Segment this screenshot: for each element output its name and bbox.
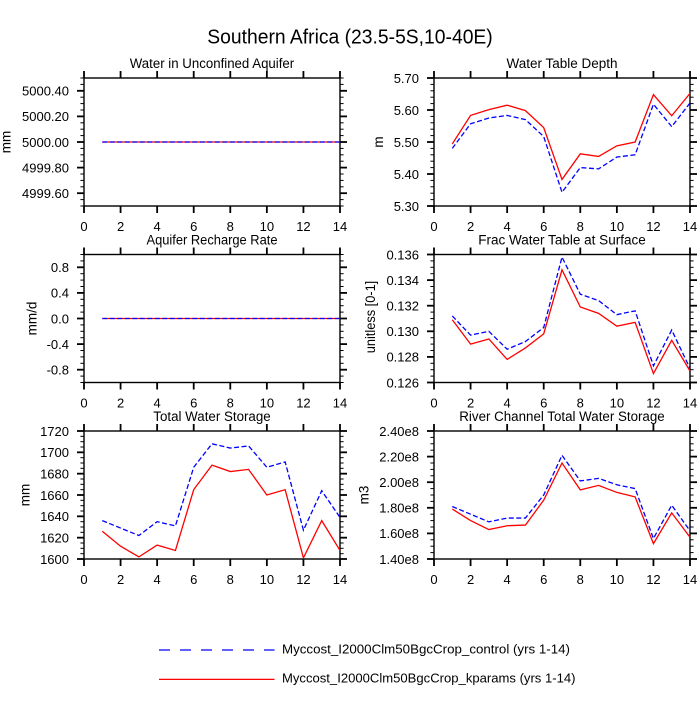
svg-text:0: 0 [430,219,437,234]
svg-text:Water in Unconfined Aquifer: Water in Unconfined Aquifer [130,56,295,71]
svg-text:0: 0 [430,572,437,587]
svg-text:12: 12 [646,396,660,411]
svg-text:10: 10 [610,572,624,587]
svg-text:5.70: 5.70 [394,71,419,86]
svg-text:4: 4 [504,396,511,411]
svg-text:1680: 1680 [40,466,69,481]
svg-text:8: 8 [577,572,584,587]
svg-text:1.80e8: 1.80e8 [379,501,419,516]
svg-text:1620: 1620 [40,530,69,545]
svg-text:6: 6 [190,219,197,234]
svg-text:0.134: 0.134 [386,273,419,288]
svg-text:2: 2 [467,396,474,411]
svg-text:-0.8: -0.8 [47,363,69,378]
svg-text:5.60: 5.60 [394,103,419,118]
svg-text:m3: m3 [357,486,372,505]
svg-text:Myccost_I2000Clm50BgcCrop_cont: Myccost_I2000Clm50BgcCrop_control (yrs 1… [282,641,570,656]
svg-text:8: 8 [577,219,584,234]
svg-text:2.00e8: 2.00e8 [379,475,419,490]
svg-text:6: 6 [540,219,547,234]
svg-text:10: 10 [260,572,274,587]
svg-text:1.60e8: 1.60e8 [379,526,419,541]
svg-text:6: 6 [540,396,547,411]
svg-text:6: 6 [190,396,197,411]
svg-text:0.128: 0.128 [386,350,419,365]
svg-text:Myccost_I2000Clm50BgcCrop_kpar: Myccost_I2000Clm50BgcCrop_kparams (yrs 1… [282,671,576,686]
svg-text:2.40e8: 2.40e8 [379,424,419,439]
svg-text:0: 0 [80,396,87,411]
svg-text:10: 10 [610,396,624,411]
svg-text:4: 4 [154,572,161,587]
svg-text:m: m [371,136,386,147]
svg-text:14: 14 [683,396,697,411]
svg-text:0.126: 0.126 [386,375,419,390]
svg-text:Southern Africa (23.5-5S,10-40: Southern Africa (23.5-5S,10-40E) [207,26,493,48]
svg-text:0.0: 0.0 [51,311,69,326]
svg-text:Water Table Depth: Water Table Depth [507,56,618,71]
svg-text:5.30: 5.30 [394,199,419,214]
svg-text:2: 2 [467,219,474,234]
svg-text:Total Water Storage: Total Water Storage [153,409,270,424]
svg-text:8: 8 [577,396,584,411]
svg-text:0: 0 [430,396,437,411]
svg-text:10: 10 [610,219,624,234]
svg-text:River Channel Total Water Stor: River Channel Total Water Storage [459,409,664,424]
svg-text:1720: 1720 [40,424,69,439]
svg-text:4: 4 [504,572,511,587]
svg-text:-0.4: -0.4 [47,337,69,352]
svg-text:1700: 1700 [40,445,69,460]
svg-text:12: 12 [296,219,310,234]
svg-text:4: 4 [504,219,511,234]
svg-text:8: 8 [227,396,234,411]
svg-text:0.8: 0.8 [51,260,69,275]
svg-text:5000.00: 5000.00 [22,135,69,150]
svg-text:2: 2 [117,219,124,234]
svg-text:4999.60: 4999.60 [22,186,69,201]
svg-text:4999.80: 4999.80 [22,160,69,175]
svg-text:12: 12 [296,572,310,587]
svg-text:Frac Water Table at Surface: Frac Water Table at Surface [478,232,646,247]
svg-text:1640: 1640 [40,509,69,524]
svg-text:6: 6 [190,572,197,587]
svg-text:0.136: 0.136 [386,247,419,262]
svg-text:8: 8 [227,219,234,234]
svg-text:5.40: 5.40 [394,167,419,182]
svg-text:2: 2 [467,572,474,587]
svg-text:0.132: 0.132 [386,299,419,314]
svg-text:5.50: 5.50 [394,135,419,150]
svg-text:14: 14 [683,572,697,587]
svg-text:14: 14 [333,219,347,234]
svg-text:1.40e8: 1.40e8 [379,552,419,567]
svg-text:12: 12 [646,219,660,234]
svg-text:2: 2 [117,396,124,411]
svg-text:5000.40: 5000.40 [22,84,69,99]
svg-text:Aquifer Recharge Rate: Aquifer Recharge Rate [147,232,278,247]
svg-text:6: 6 [540,572,547,587]
svg-text:10: 10 [260,219,274,234]
svg-text:5000.20: 5000.20 [22,109,69,124]
svg-text:4: 4 [154,219,161,234]
svg-text:0.130: 0.130 [386,324,419,339]
svg-text:mm/d: mm/d [24,302,39,336]
svg-text:unitless [0-1]: unitless [0-1] [363,281,378,354]
svg-text:2.20e8: 2.20e8 [379,449,419,464]
svg-text:12: 12 [646,572,660,587]
svg-text:10: 10 [260,396,274,411]
svg-text:14: 14 [333,572,347,587]
svg-text:4: 4 [154,396,161,411]
svg-text:0.4: 0.4 [51,286,69,301]
svg-text:12: 12 [296,396,310,411]
svg-text:mm: mm [18,484,33,507]
svg-text:2: 2 [117,572,124,587]
svg-text:14: 14 [333,396,347,411]
svg-text:0: 0 [80,572,87,587]
svg-text:0: 0 [80,219,87,234]
svg-text:14: 14 [683,219,697,234]
svg-text:1660: 1660 [40,488,69,503]
svg-text:8: 8 [227,572,234,587]
svg-text:1600: 1600 [40,552,69,567]
svg-text:mm: mm [0,131,14,154]
